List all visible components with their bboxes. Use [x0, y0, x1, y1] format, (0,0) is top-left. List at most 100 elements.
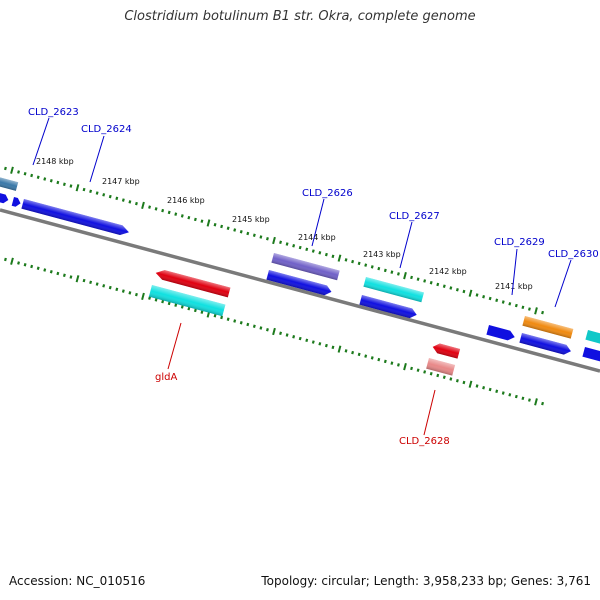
minor-tick — [364, 263, 368, 267]
minor-tick — [462, 380, 466, 385]
minor-tick — [154, 298, 158, 302]
minor-tick — [95, 282, 99, 286]
minor-tick — [43, 177, 47, 181]
minor-tick — [377, 266, 381, 271]
minor-tick — [292, 335, 296, 339]
gene-feature-gldA[interactable] — [148, 285, 226, 317]
minor-tick — [318, 251, 322, 255]
major-tick — [75, 184, 80, 192]
minor-tick — [56, 180, 60, 185]
minor-tick — [501, 300, 505, 304]
minor-tick — [259, 326, 263, 330]
minor-tick — [128, 291, 132, 295]
minor-tick — [279, 331, 283, 336]
minor-tick — [344, 349, 348, 353]
minor-tick — [23, 263, 27, 267]
minor-tick — [187, 306, 191, 311]
minor-tick — [161, 299, 165, 304]
minor-tick — [187, 215, 191, 220]
minor-tick — [488, 296, 492, 301]
gene-feature-cld-2628-upper[interactable] — [431, 342, 461, 359]
minor-tick — [62, 182, 66, 187]
minor-tick — [285, 333, 289, 337]
gene-feature-small-mid[interactable] — [486, 325, 516, 342]
gene-feature-cld-2629-strand[interactable] — [519, 333, 572, 356]
minor-tick — [161, 208, 165, 213]
gene-feature-small-left-1[interactable] — [0, 192, 10, 204]
gene-label-cld-2626[interactable]: CLD_2626 — [302, 188, 353, 199]
major-tick — [468, 380, 473, 388]
minor-tick — [410, 366, 414, 371]
minor-tick — [521, 305, 525, 310]
minor-tick — [148, 205, 152, 209]
major-tick — [337, 254, 342, 262]
major-tick — [206, 219, 211, 227]
minor-tick — [423, 370, 427, 374]
minor-tick — [370, 265, 374, 269]
gene-label-cld-2627[interactable]: CLD_2627 — [389, 211, 440, 222]
minor-tick — [220, 224, 224, 229]
gene-label-gldA[interactable]: gldA — [155, 372, 177, 383]
minor-tick — [298, 245, 302, 250]
leader-cld-2626 — [311, 198, 325, 247]
minor-tick — [134, 292, 138, 297]
gene-feature-cld-2624[interactable] — [21, 199, 130, 237]
minor-tick — [259, 235, 263, 239]
scale-ticks-inner — [3, 257, 545, 406]
minor-tick — [514, 394, 518, 399]
minor-tick — [180, 214, 184, 218]
gene-feature-cld-2627-strand[interactable] — [359, 295, 418, 320]
minor-tick — [377, 357, 381, 362]
tick-label: 2146 kbp — [167, 196, 205, 205]
minor-tick — [436, 282, 440, 287]
tick-label: 2141 kbp — [495, 282, 533, 291]
gene-feature-small-left-2[interactable] — [11, 197, 22, 208]
minor-tick — [121, 198, 125, 202]
major-tick — [141, 201, 145, 210]
minor-tick — [344, 258, 348, 262]
minor-tick — [495, 389, 499, 394]
minor-tick — [89, 280, 93, 285]
minor-tick — [462, 289, 466, 294]
accession-text: Accession: NC_010516 — [9, 574, 146, 588]
gene-feature-cld-2630[interactable] — [585, 330, 600, 345]
gene-feature-cld-2626[interactable] — [271, 253, 340, 281]
gene-label-cld-2629[interactable]: CLD_2629 — [494, 237, 545, 248]
minor-tick — [541, 310, 545, 315]
minor-tick — [482, 386, 486, 390]
gene-label-cld-2628[interactable]: CLD_2628 — [399, 436, 450, 447]
genome-summary-text: Topology: circular; Length: 3,958,233 bp… — [261, 574, 591, 588]
minor-tick — [17, 261, 21, 265]
minor-tick — [370, 356, 374, 360]
minor-tick — [383, 268, 387, 273]
minor-tick — [89, 189, 93, 194]
minor-tick — [36, 175, 40, 179]
gene-feature-cld-2627[interactable] — [363, 277, 424, 303]
map-title: Clostridium botulinum B1 str. Okra, comp… — [124, 9, 476, 24]
gene-label-cld-2630[interactable]: CLD_2630 — [548, 249, 599, 260]
minor-tick — [508, 393, 512, 397]
minor-tick — [311, 249, 315, 253]
gene-label-cld-2624[interactable]: CLD_2624 — [81, 124, 132, 135]
major-tick — [468, 289, 473, 297]
major-tick — [75, 275, 80, 283]
gene-label-cld-2623[interactable]: CLD_2623 — [28, 107, 79, 118]
leader-cld-2628 — [423, 389, 436, 436]
minor-tick — [30, 264, 34, 269]
minor-tick — [246, 231, 250, 236]
minor-tick — [357, 261, 361, 266]
minor-tick — [410, 275, 414, 280]
gene-feature-cld-2629[interactable] — [522, 316, 574, 339]
gene-feature-cld-2623[interactable] — [0, 176, 19, 191]
minor-tick — [115, 196, 119, 201]
minor-tick — [115, 287, 119, 292]
minor-tick — [364, 354, 368, 358]
gene-feature-right-edge[interactable] — [582, 347, 600, 362]
gene-feature-cld-2628[interactable] — [426, 358, 456, 376]
minor-tick — [423, 279, 427, 283]
gene-feature-cld-2626-strand[interactable] — [266, 270, 332, 297]
minor-tick — [102, 193, 106, 197]
gene-feature-gldA-upper[interactable] — [154, 268, 231, 298]
minor-tick — [357, 352, 361, 357]
